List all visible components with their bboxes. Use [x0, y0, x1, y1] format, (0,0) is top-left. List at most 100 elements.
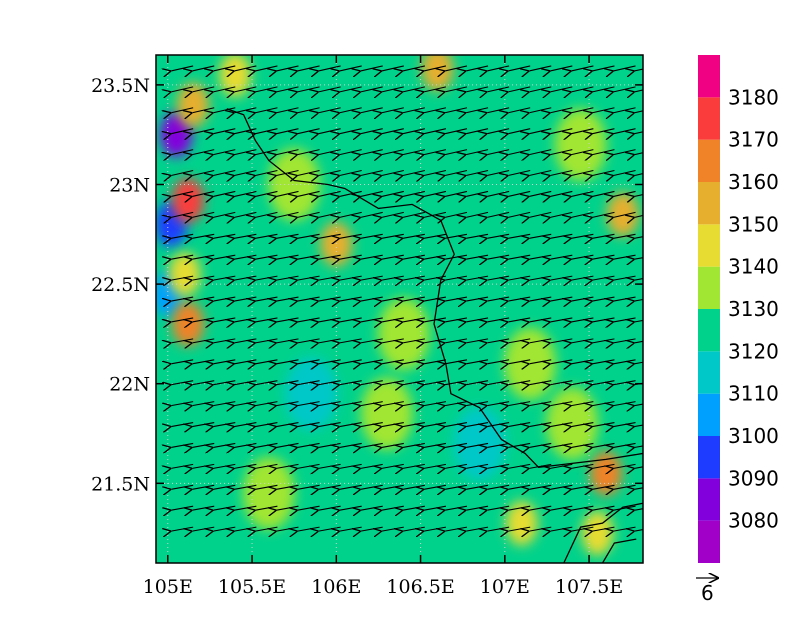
- wind-vector: [234, 128, 257, 134]
- wind-vector: [255, 107, 278, 113]
- wind-vector: [529, 107, 552, 113]
- wind-vector: [424, 190, 447, 196]
- wind-vector: [340, 211, 362, 217]
- wind-vector: [466, 107, 489, 113]
- wind-vector: [192, 211, 215, 217]
- wind-vector: [171, 86, 194, 92]
- x-tick-label: 106E: [311, 576, 361, 598]
- colorbar-label: 3170: [728, 128, 779, 152]
- wind-vector: [403, 86, 425, 92]
- x-tick-label: 105.5E: [218, 576, 286, 598]
- wind-vector: [571, 107, 594, 113]
- boundary-line: [226, 108, 643, 469]
- wind-vector: [635, 318, 643, 322]
- wind-vector: [635, 464, 643, 468]
- wind-vector: [213, 107, 236, 113]
- wind-vector: [213, 169, 236, 176]
- boundary-line: [601, 538, 637, 563]
- colorbar-segment: [698, 520, 720, 563]
- wind-vector: [403, 211, 425, 217]
- wind-vector: [424, 128, 447, 134]
- wind-vector: [592, 149, 615, 155]
- wind-vector: [635, 255, 643, 259]
- y-tick-label: 23.5N: [91, 75, 150, 97]
- field-patch: [285, 357, 338, 431]
- wind-vector: [445, 149, 468, 155]
- wind-vector: [614, 190, 636, 196]
- wind-vector: [234, 190, 257, 196]
- wind-vector: [382, 190, 404, 196]
- wind-vector: [213, 128, 236, 134]
- colorbar-label: 3080: [728, 509, 779, 533]
- wind-vector: [592, 190, 615, 196]
- wind-vector: [445, 211, 468, 217]
- colorbar-label: 3150: [728, 212, 779, 236]
- wind-vector: [192, 169, 215, 176]
- wind-vector: [635, 527, 643, 531]
- colorbar-label: 3140: [728, 255, 779, 279]
- wind-vector: [213, 86, 236, 92]
- colorbar-label: 3130: [728, 297, 779, 321]
- wind-vector: [213, 211, 236, 217]
- wind-vector: [340, 65, 362, 71]
- wind-vector: [276, 128, 299, 134]
- wind-vector: [508, 86, 531, 92]
- wind-vector: [361, 128, 383, 134]
- wind-vector: [635, 276, 643, 280]
- colorbar-segment: [698, 351, 720, 394]
- wind-vector: [319, 211, 341, 217]
- plot-frame: [155, 54, 644, 564]
- wind-vector: [361, 149, 383, 155]
- wind-vector: [487, 169, 510, 176]
- field-patch: [360, 377, 413, 450]
- wind-vector: [276, 190, 299, 196]
- wind-vector: [614, 86, 636, 92]
- wind-vector: [466, 86, 489, 92]
- colorbar-segment: [698, 182, 720, 225]
- wind-vector: [508, 65, 531, 71]
- field-patch: [320, 221, 353, 267]
- wind-vector: [424, 211, 447, 217]
- wind-vector: [571, 86, 594, 92]
- wind-vector: [529, 211, 552, 217]
- wind-vector: [298, 149, 320, 155]
- boundary-line: [563, 502, 643, 563]
- wind-vector: [635, 423, 643, 427]
- wind-vector: [382, 128, 404, 134]
- wind-vector: [635, 66, 643, 71]
- wind-vector: [445, 107, 468, 113]
- wind-vector: [298, 190, 320, 196]
- colorbar-segment: [698, 97, 720, 140]
- wind-vector: [340, 169, 362, 176]
- wind-vector: [361, 211, 383, 217]
- field-patch: [453, 407, 506, 480]
- wind-vector: [382, 169, 404, 176]
- wind-vector: [550, 86, 573, 92]
- wind-vector: [550, 107, 573, 113]
- wind-vector: [276, 169, 299, 176]
- wind-vector: [445, 128, 468, 134]
- x-tick-label: 107.5E: [555, 576, 623, 598]
- wind-vector: [529, 128, 552, 134]
- wind-vector: [361, 65, 383, 71]
- wind-vector: [403, 128, 425, 134]
- wind-vector: [635, 402, 643, 406]
- wind-vector: [635, 108, 643, 113]
- wind-vector: [487, 149, 510, 155]
- x-tick-label: 107E: [480, 576, 530, 598]
- field-patch: [268, 148, 321, 221]
- wind-vector: [529, 169, 552, 176]
- field-patch: [606, 191, 639, 237]
- wind-vector: [382, 107, 404, 113]
- colorbar-segment: [698, 224, 720, 267]
- wind-vector: [635, 212, 643, 217]
- wind-vector: [614, 211, 636, 217]
- axes: 105E 105.5E 106E 106.5E 107E 107.5E 21.5N 22N 22…: [91, 55, 643, 598]
- wind-vector: [255, 128, 278, 134]
- wind-vector: [424, 107, 447, 113]
- field-patch: [219, 55, 252, 98]
- wind-vector: [487, 86, 510, 92]
- reference-vector: 6: [696, 578, 719, 605]
- wind-vector: [571, 149, 594, 155]
- wind-vector: [424, 86, 447, 92]
